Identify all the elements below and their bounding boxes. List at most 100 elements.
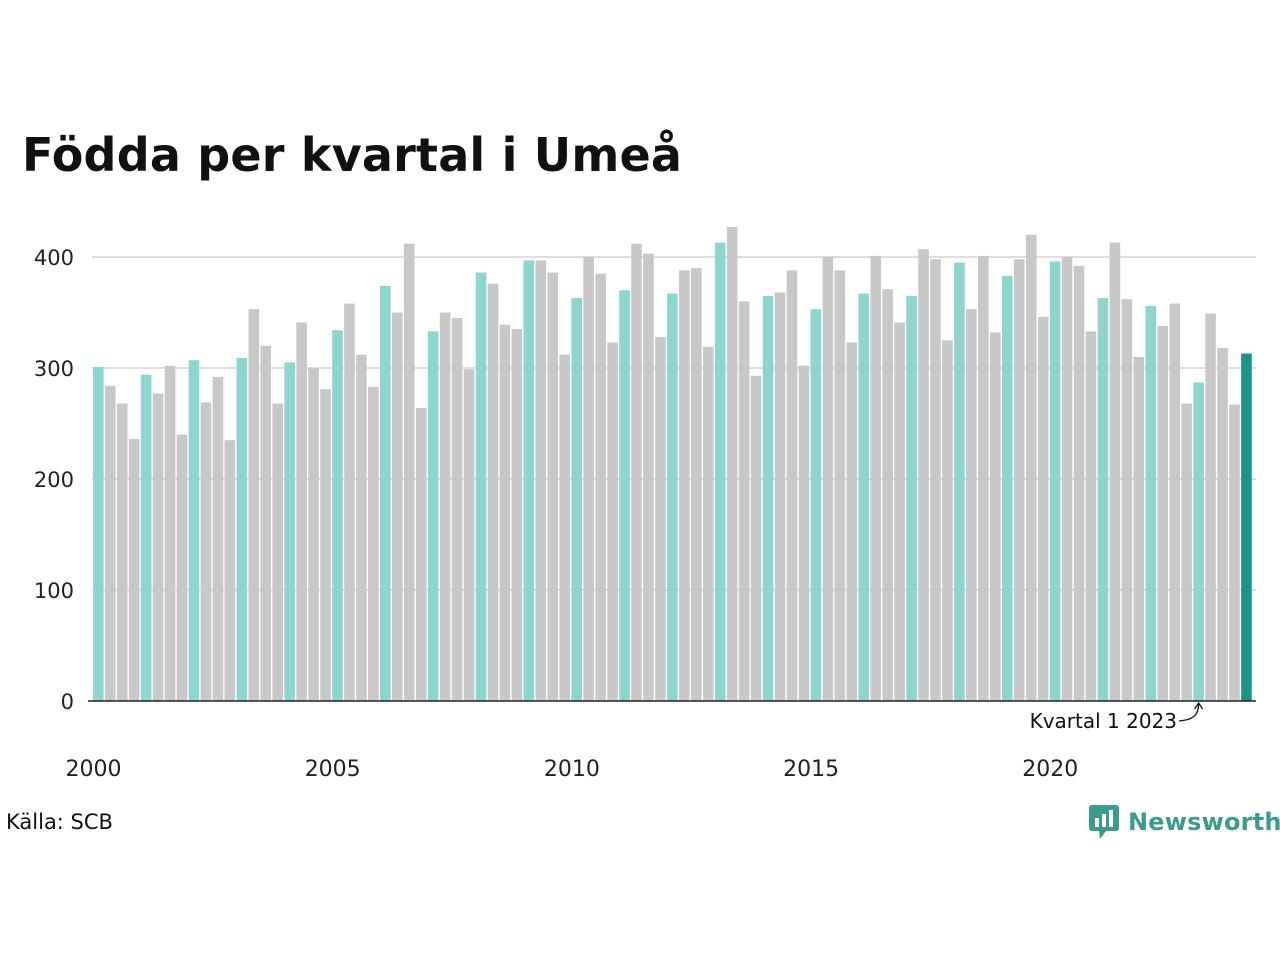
bar	[1193, 382, 1204, 701]
bar	[140, 374, 152, 701]
bar	[1037, 316, 1049, 701]
bar	[272, 403, 283, 701]
bar	[894, 322, 905, 701]
bar	[224, 440, 236, 701]
bar	[1241, 353, 1252, 701]
y-tick-label: 0	[61, 690, 74, 714]
x-tick-label: 2015	[783, 757, 839, 782]
bar	[595, 273, 606, 701]
bar	[511, 329, 523, 701]
bar	[1073, 265, 1085, 701]
bar	[1157, 325, 1169, 701]
bar	[918, 249, 929, 702]
logo-text: Newsworthy	[1128, 808, 1280, 836]
bar	[547, 272, 559, 701]
bar	[822, 257, 834, 701]
bar	[1025, 234, 1037, 702]
bar	[942, 340, 953, 701]
bar	[332, 330, 343, 701]
bar	[308, 368, 319, 701]
bar	[858, 293, 870, 701]
bar	[906, 295, 917, 701]
bar	[104, 385, 116, 701]
bar	[403, 243, 415, 701]
bar	[463, 369, 475, 701]
bar	[535, 260, 547, 701]
x-tick-label: 2000	[66, 757, 122, 782]
bar	[260, 345, 272, 701]
bar	[284, 362, 295, 701]
bar	[152, 393, 164, 701]
bar	[380, 285, 391, 701]
bar	[1217, 348, 1228, 701]
bar	[978, 255, 989, 701]
bar	[1109, 242, 1121, 701]
bar	[200, 402, 212, 701]
bar	[164, 365, 176, 701]
annotation-arrowhead	[1194, 701, 1204, 710]
bar	[93, 366, 104, 701]
bar	[714, 242, 726, 701]
bar	[990, 332, 1001, 701]
bar	[1121, 299, 1133, 701]
bar	[1061, 257, 1073, 701]
bar	[356, 354, 367, 701]
bar	[762, 295, 774, 701]
bar	[930, 259, 941, 701]
annotation-label: Kvartal 1 2023	[1030, 709, 1177, 733]
bar	[954, 262, 965, 701]
bar	[392, 312, 403, 701]
bar	[296, 322, 307, 701]
bar	[643, 253, 654, 702]
bar	[1205, 313, 1216, 701]
bar	[1229, 404, 1240, 701]
bar	[631, 243, 642, 701]
bar	[607, 342, 618, 701]
bar	[559, 354, 571, 701]
bar	[1097, 298, 1109, 701]
bar	[750, 375, 762, 701]
bar	[188, 360, 200, 701]
bar	[1085, 331, 1097, 701]
bar	[966, 309, 977, 701]
bar	[1169, 303, 1180, 701]
bar	[702, 346, 714, 701]
x-tick-label: 2020	[1022, 757, 1078, 782]
bar	[810, 309, 822, 701]
bar	[415, 407, 427, 701]
bar	[571, 298, 582, 701]
bar	[128, 439, 140, 701]
bar	[1181, 403, 1192, 701]
bar	[523, 260, 535, 701]
bar	[583, 257, 594, 701]
bar	[176, 434, 188, 701]
bars	[93, 227, 1252, 702]
newsworthy-logo-icon	[1089, 805, 1119, 839]
bar	[1013, 259, 1025, 701]
bar	[834, 270, 846, 701]
bar	[738, 301, 750, 701]
bar	[655, 336, 666, 701]
bar	[1001, 275, 1013, 701]
bar	[212, 376, 224, 701]
bar	[439, 312, 451, 701]
bar	[236, 358, 248, 701]
axes: 0 100 200 300 400 2000 2005 2010 2015 2020	[34, 246, 1256, 782]
bar	[487, 283, 499, 701]
bar	[691, 268, 702, 701]
newsworthy-logo[interactable]: Newsworthy	[1088, 804, 1280, 840]
bar	[870, 255, 881, 701]
bar-chart: 0 100 200 300 400 2000 2005 2010 2015 2020 Kvarta…	[34, 227, 1256, 782]
annotation-arrow	[1178, 703, 1200, 722]
bar	[798, 365, 810, 701]
bar	[499, 324, 511, 701]
y-tick-label: 300	[34, 357, 74, 381]
bar	[846, 342, 858, 701]
y-tick-label: 200	[34, 468, 74, 492]
bar	[427, 331, 439, 701]
annotation: Kvartal 1 2023	[1030, 701, 1204, 733]
bar	[619, 290, 630, 701]
bar	[667, 293, 678, 701]
bar	[679, 270, 690, 701]
bar	[726, 227, 738, 701]
